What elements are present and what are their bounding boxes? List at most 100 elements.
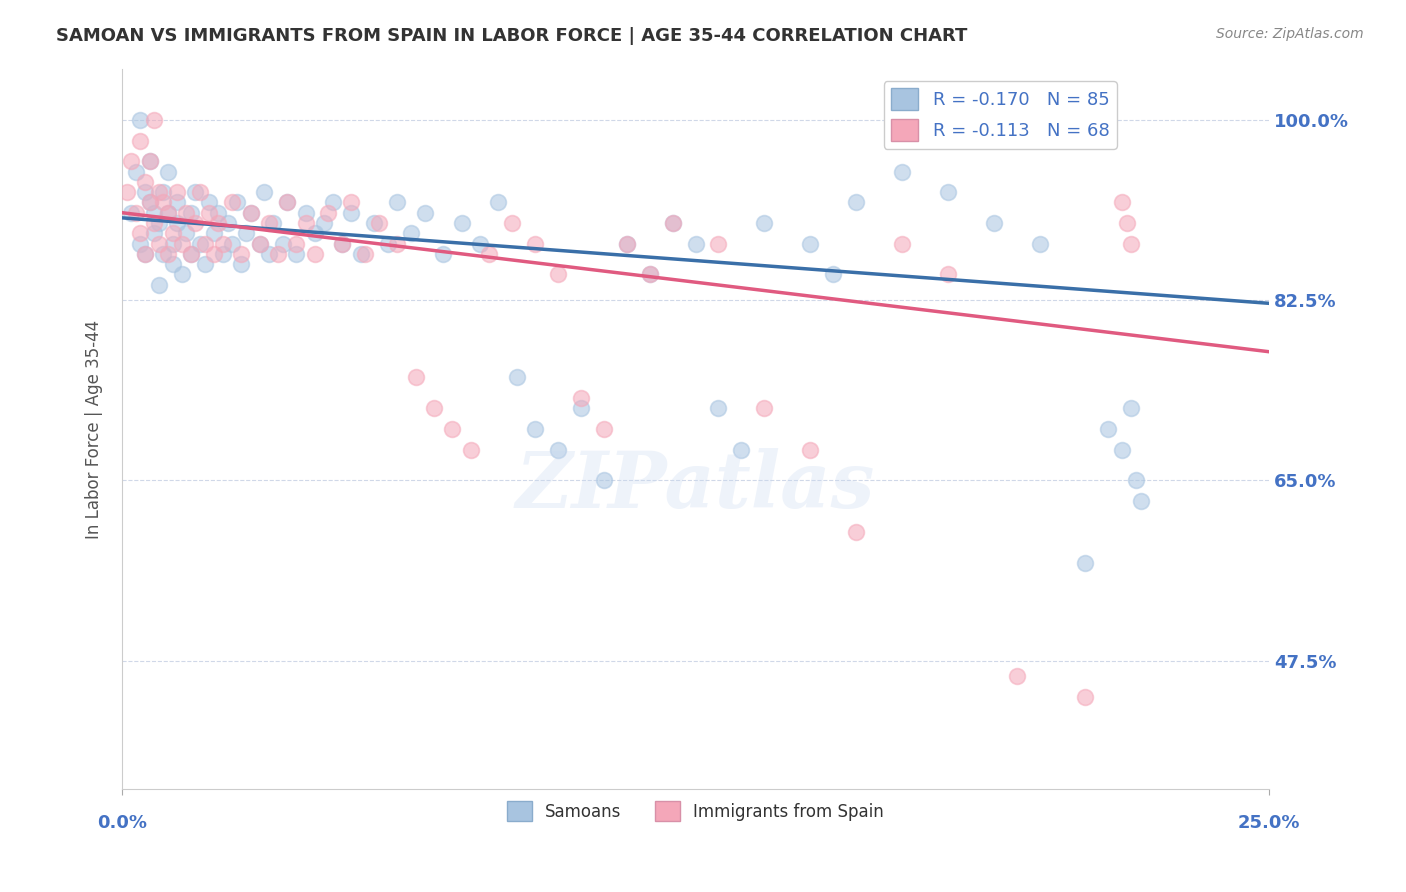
Point [547, 268, 569, 282]
Point [285, 247, 308, 261]
Point [162, 257, 184, 271]
Point [138, 195, 160, 210]
Point [1121, 236, 1143, 251]
Point [340, 195, 363, 210]
Point [1125, 474, 1147, 488]
Point [134, 185, 156, 199]
Point [212, 247, 235, 261]
Point [478, 247, 501, 261]
Point [799, 236, 821, 251]
Point [322, 195, 344, 210]
Point [138, 154, 160, 169]
Point [1097, 422, 1119, 436]
Point [257, 247, 280, 261]
Point [354, 247, 377, 261]
Point [138, 195, 160, 210]
Point [405, 370, 427, 384]
Point [166, 185, 188, 199]
Point [115, 185, 138, 199]
Point [890, 164, 912, 178]
Point [638, 268, 661, 282]
Point [592, 474, 614, 488]
Point [569, 401, 592, 416]
Point [349, 247, 371, 261]
Point [152, 247, 174, 261]
Point [423, 401, 446, 416]
Point [129, 227, 152, 241]
Point [823, 268, 845, 282]
Point [194, 236, 217, 251]
Point [207, 216, 229, 230]
Point [180, 247, 202, 261]
Point [294, 205, 316, 219]
Point [368, 216, 391, 230]
Point [143, 113, 166, 128]
Point [890, 236, 912, 251]
Point [413, 205, 436, 219]
Point [685, 236, 707, 251]
Point [271, 236, 294, 251]
Point [1028, 236, 1050, 251]
Point [661, 216, 683, 230]
Point [377, 236, 399, 251]
Point [253, 185, 276, 199]
Point [129, 134, 152, 148]
Point [845, 524, 868, 539]
Point [1129, 494, 1152, 508]
Point [936, 268, 959, 282]
Point [249, 236, 271, 251]
Text: 0.0%: 0.0% [97, 814, 148, 832]
Point [547, 442, 569, 457]
Point [616, 236, 638, 251]
Point [569, 391, 592, 405]
Point [754, 401, 776, 416]
Point [125, 205, 148, 219]
Point [225, 195, 247, 210]
Point [276, 195, 298, 210]
Point [231, 257, 253, 271]
Point [148, 277, 170, 292]
Point [592, 422, 614, 436]
Point [180, 247, 202, 261]
Point [523, 422, 546, 436]
Point [267, 247, 290, 261]
Point [441, 422, 464, 436]
Point [363, 216, 385, 230]
Point [1074, 556, 1097, 570]
Point [460, 442, 482, 457]
Point [156, 205, 179, 219]
Point [707, 401, 730, 416]
Point [162, 236, 184, 251]
Point [156, 164, 179, 178]
Point [707, 236, 730, 251]
Point [174, 205, 197, 219]
Point [120, 154, 142, 169]
Point [202, 247, 225, 261]
Point [318, 205, 340, 219]
Point [294, 216, 316, 230]
Point [166, 216, 188, 230]
Point [399, 227, 422, 241]
Point [152, 185, 174, 199]
Point [304, 247, 326, 261]
Point [1005, 669, 1028, 683]
Point [212, 236, 235, 251]
Point [198, 205, 221, 219]
Point [162, 227, 184, 241]
Point [387, 195, 409, 210]
Point [432, 247, 454, 261]
Legend: Samoans, Immigrants from Spain: Samoans, Immigrants from Spain [501, 794, 891, 828]
Point [983, 216, 1005, 230]
Point [312, 216, 335, 230]
Text: ZIPatlas: ZIPatlas [516, 449, 875, 524]
Point [249, 236, 271, 251]
Point [184, 185, 207, 199]
Point [285, 236, 308, 251]
Point [231, 247, 253, 261]
Point [304, 227, 326, 241]
Point [166, 195, 188, 210]
Point [148, 216, 170, 230]
Point [170, 236, 193, 251]
Point [468, 236, 491, 251]
Point [1111, 442, 1133, 457]
